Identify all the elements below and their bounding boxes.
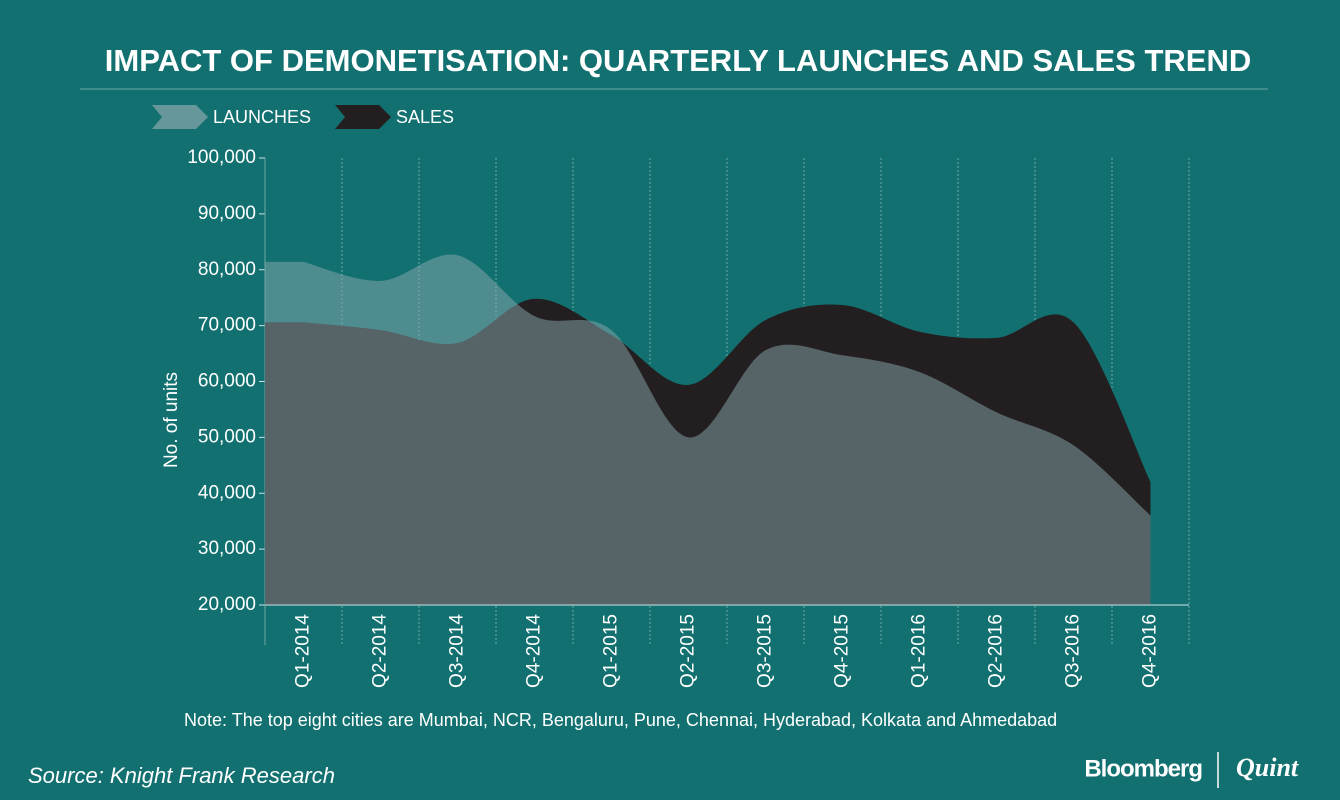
chart-title: IMPACT OF DEMONETISATION: QUARTERLY LAUN… bbox=[105, 43, 1251, 78]
legend-swatch bbox=[152, 105, 208, 129]
note: Note: The top eight cities are Mumbai, N… bbox=[184, 710, 1057, 730]
x-tick-label: Q3-2015 bbox=[755, 614, 776, 688]
brand-quint: Quint bbox=[1236, 753, 1299, 782]
y-tick-label: 20,000 bbox=[198, 594, 256, 615]
y-tick-label: 100,000 bbox=[187, 147, 256, 168]
x-tick-label: Q2-2016 bbox=[986, 614, 1007, 688]
x-tick-label: Q1-2016 bbox=[909, 614, 930, 688]
x-tick-label: Q2-2014 bbox=[370, 614, 391, 688]
x-tick-label: Q3-2014 bbox=[447, 614, 468, 688]
x-tick-label: Q1-2015 bbox=[601, 614, 622, 688]
y-tick-label: 60,000 bbox=[198, 371, 256, 392]
legend-label: LAUNCHES bbox=[213, 107, 311, 127]
area-launches bbox=[265, 254, 1151, 605]
x-tick-label: Q1-2014 bbox=[293, 614, 314, 688]
y-axis-label: No. of units bbox=[161, 372, 182, 468]
y-tick-label: 50,000 bbox=[198, 426, 256, 447]
legend-label: SALES bbox=[396, 107, 454, 127]
y-tick-label: 70,000 bbox=[198, 315, 256, 336]
brand-bloomberg: Bloomberg bbox=[1084, 755, 1202, 782]
x-tick-label: Q2-2015 bbox=[678, 614, 699, 688]
x-tick-label: Q4-2015 bbox=[832, 614, 853, 688]
y-tick-label: 90,000 bbox=[198, 203, 256, 224]
x-tick-label: Q3-2016 bbox=[1063, 614, 1084, 688]
y-tick-label: 30,000 bbox=[198, 538, 256, 559]
y-tick-label: 80,000 bbox=[198, 259, 256, 280]
x-tick-label: Q4-2014 bbox=[524, 614, 545, 688]
source: Source: Knight Frank Research bbox=[28, 763, 335, 788]
x-tick-label: Q4-2016 bbox=[1140, 614, 1161, 688]
y-tick-label: 40,000 bbox=[198, 482, 256, 503]
legend-swatch bbox=[335, 105, 392, 129]
